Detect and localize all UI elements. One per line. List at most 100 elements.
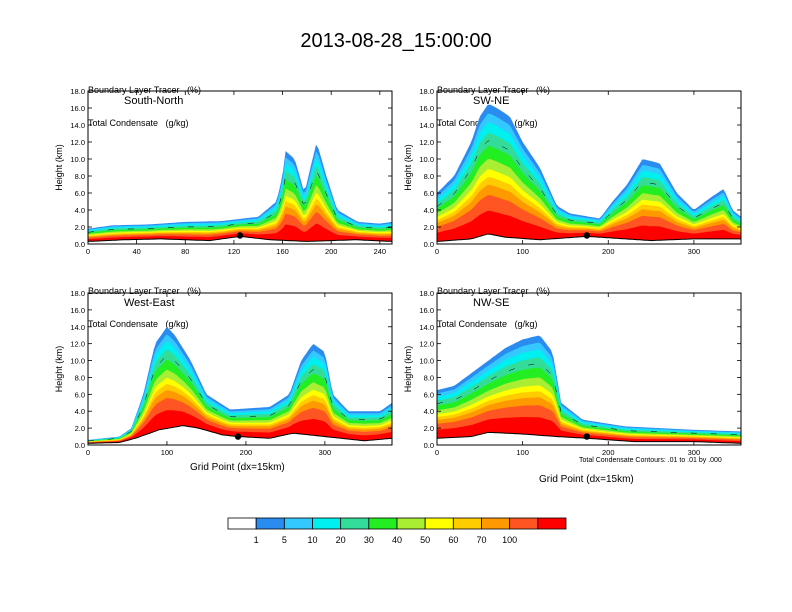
panel-frame xyxy=(436,292,742,446)
terrain xyxy=(88,235,392,244)
y-axis-label: Height (km) xyxy=(54,346,64,393)
y-tick-label: 6.0 xyxy=(75,390,85,399)
x-tick-label: 300 xyxy=(688,448,701,457)
terrain xyxy=(88,425,392,445)
y-tick-label: 16.0 xyxy=(419,104,434,113)
tracer-band-11 xyxy=(437,210,741,244)
y-tick-label: 12.0 xyxy=(70,340,85,349)
y-tick-label: 2.0 xyxy=(424,424,434,433)
y-tick-label: 14.0 xyxy=(70,121,85,130)
y-tick-label: 12.0 xyxy=(70,138,85,147)
x-tick-label: 200 xyxy=(325,247,338,256)
panel-frame xyxy=(436,90,742,245)
y-tick-label: 6.0 xyxy=(424,390,434,399)
x-tick-label: 0 xyxy=(435,247,439,256)
panel-title-1: Boundary Layer Tracer (%) Total Condensa… xyxy=(88,63,201,140)
panel-title-line-1: Boundary Layer Tracer (%) xyxy=(437,286,551,296)
x-tick-label: 100 xyxy=(161,448,174,457)
x-tick-label: 80 xyxy=(181,247,189,256)
x-tick-label: 200 xyxy=(602,247,615,256)
condensate-contour xyxy=(437,140,741,224)
panel-title-line-2: Total Condensate (g/kg) xyxy=(437,319,538,329)
x-tick-label: 100 xyxy=(516,448,529,457)
panel-label: SW-NE xyxy=(473,95,509,107)
y-tick-label: 0.0 xyxy=(75,441,85,450)
y-tick-label: 16.0 xyxy=(70,306,85,315)
y-axis-label: Height (km) xyxy=(403,346,413,393)
y-tick-label: 14.0 xyxy=(419,121,434,130)
x-tick-label: 0 xyxy=(86,247,90,256)
panel-title-line-2: Total Condensate (g/kg) xyxy=(88,118,189,128)
y-tick-label: 4.0 xyxy=(424,206,434,215)
panel-frame xyxy=(87,90,393,245)
location-marker xyxy=(236,232,244,239)
panel-label: NW-SE xyxy=(473,297,509,309)
panel-3: West-East 0.0 2.0 4.0 6.0 8.0 10.0 12.0 14.0 16.0… xyxy=(54,289,393,457)
y-tick-label: 2.0 xyxy=(424,223,434,232)
y-tick-label: 6.0 xyxy=(75,189,85,198)
y-tick-label: 10.0 xyxy=(70,357,85,366)
condensate-contour xyxy=(88,355,392,442)
panel-4: NW-SE 0.0 2.0 4.0 6.0 8.0 10.0 12.0 14.0 16.0 18.0… xyxy=(403,289,742,457)
panel-title-line-1: Boundary Layer Tracer (%) xyxy=(88,85,202,95)
y-tick-label: 10.0 xyxy=(419,357,434,366)
x-tick-label: 0 xyxy=(86,448,90,457)
y-tick-label: 6.0 xyxy=(424,189,434,198)
y-tick-label: 4.0 xyxy=(424,407,434,416)
x-tick-label: 240 xyxy=(374,247,387,256)
location-marker xyxy=(234,433,242,440)
location-marker xyxy=(583,232,591,239)
panel-label: South-North xyxy=(124,95,183,107)
y-tick-label: 8.0 xyxy=(424,172,434,181)
y-tick-label: 4.0 xyxy=(75,407,85,416)
y-axis-label: Height (km) xyxy=(54,144,64,191)
x-axis-label-left: Grid Point (dx=15km) xyxy=(190,462,285,473)
x-tick-label: 300 xyxy=(688,247,701,256)
y-tick-label: 16.0 xyxy=(419,306,434,315)
location-marker xyxy=(583,433,591,440)
y-tick-label: 8.0 xyxy=(75,172,85,181)
panel-title-4: Boundary Layer Tracer (%) Total Condensa… xyxy=(437,264,550,341)
y-tick-label: 0.0 xyxy=(424,441,434,450)
figure-title: 2013-08-28_15:00:00 xyxy=(300,30,492,52)
panel-label: West-East xyxy=(124,297,175,309)
panel-title-line-1: Boundary Layer Tracer (%) xyxy=(88,286,202,296)
contour-note: Total Condensate Contours: .01 to .01 by… xyxy=(579,457,722,464)
y-tick-label: 8.0 xyxy=(75,373,85,382)
x-tick-label: 40 xyxy=(132,247,140,256)
tracer-field xyxy=(88,327,392,445)
x-tick-label: 200 xyxy=(602,448,615,457)
y-tick-label: 10.0 xyxy=(70,155,85,164)
y-tick-label: 10.0 xyxy=(419,155,434,164)
x-tick-label: 160 xyxy=(276,247,289,256)
y-tick-label: 8.0 xyxy=(424,373,434,382)
y-tick-label: 16.0 xyxy=(70,104,85,113)
y-tick-label: 12.0 xyxy=(419,340,434,349)
x-tick-label: 300 xyxy=(319,448,332,457)
y-tick-label: 18.0 xyxy=(70,289,85,298)
tracer-field xyxy=(88,144,392,244)
tracer-field xyxy=(437,335,741,445)
y-tick-label: 14.0 xyxy=(70,323,85,332)
y-tick-label: 2.0 xyxy=(75,424,85,433)
x-tick-label: 200 xyxy=(240,448,253,457)
panel-2: SW-NE 0.0 2.0 4.0 6.0 8.0 10.0 12.0 14.0 16.0 18.0… xyxy=(403,87,742,256)
y-tick-label: 18.0 xyxy=(70,87,85,96)
y-tick-label: 2.0 xyxy=(75,223,85,232)
panel-title-line-1: Boundary Layer Tracer (%) xyxy=(437,85,551,95)
panel-title-3: Boundary Layer Tracer (%) Total Condensa… xyxy=(88,264,201,341)
x-axis-label-right: Grid Point (dx=15km) xyxy=(539,474,634,485)
x-tick-label: 100 xyxy=(516,247,529,256)
y-tick-label: 14.0 xyxy=(419,323,434,332)
panel-title-line-2: Total Condensate (g/kg) xyxy=(88,319,189,329)
y-tick-label: 0.0 xyxy=(424,240,434,249)
y-tick-label: 18.0 xyxy=(419,289,434,298)
y-tick-label: 18.0 xyxy=(419,87,434,96)
y-tick-label: 0.0 xyxy=(75,240,85,249)
tracer-field xyxy=(437,104,741,244)
terrain xyxy=(437,233,741,244)
panel-1: South-North 0.0 2.0 4.0 6.0 8.0 10.0 12.0 14.0 16… xyxy=(54,87,393,256)
panel-frame xyxy=(87,292,393,446)
x-tick-label: 120 xyxy=(228,247,241,256)
